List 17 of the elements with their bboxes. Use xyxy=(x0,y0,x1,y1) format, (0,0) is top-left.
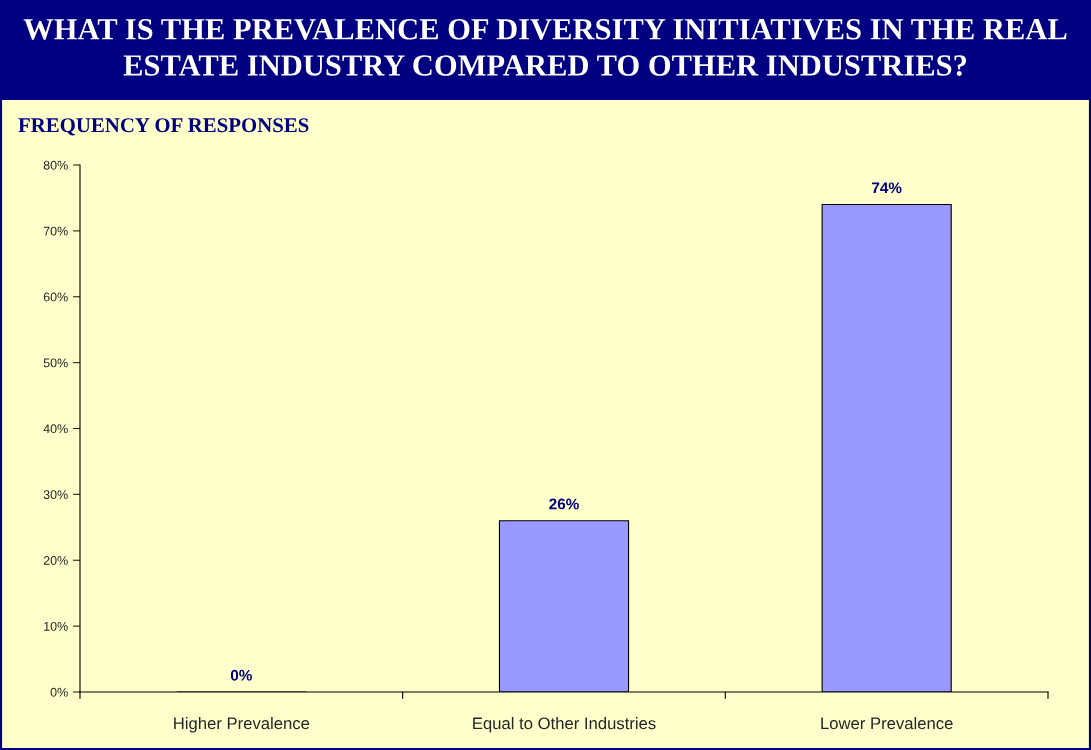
chart-subtitle: FREQUENCY OF RESPONSES xyxy=(18,118,309,136)
y-tick-label: 20% xyxy=(43,556,68,565)
y-tick-label: 50% xyxy=(43,358,68,368)
data-label: 26% xyxy=(549,498,579,510)
y-tick-label: 30% xyxy=(43,490,68,500)
y-tick-label: 80% xyxy=(43,160,68,170)
chart-title: WHAT IS THE PREVALENCE OF DIVERSITY INITIATIVES IN THE REAL ESTATE INDUSTRY COMPARED TO OTHER INDUSTRIES? xyxy=(23,19,1067,76)
x-tick-label: Higher Prevalence xyxy=(174,717,310,733)
y-tick-label: 10% xyxy=(44,621,68,631)
x-tick-label: Equal to Other Industries xyxy=(473,717,656,733)
y-tick-label: 60% xyxy=(43,292,68,302)
y-tick-label: 40% xyxy=(43,424,68,434)
x-tick-label: Lower Prevalence xyxy=(821,717,953,730)
y-tick-label: 0% xyxy=(50,687,68,697)
data-label: 74% xyxy=(872,182,902,194)
data-label: 0% xyxy=(230,669,252,681)
y-tick-label: 70% xyxy=(43,226,68,236)
